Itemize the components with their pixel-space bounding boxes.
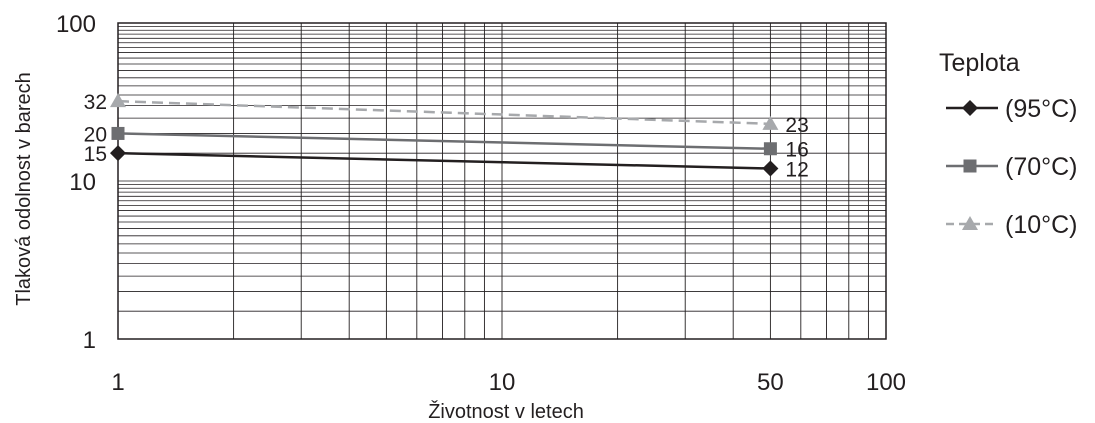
legend-item: (10°C) xyxy=(946,211,1078,239)
legend-item: (70°C) xyxy=(946,153,1078,181)
legend-item: (95°C) xyxy=(946,95,1078,123)
series-line xyxy=(117,132,771,150)
legend-items: (95°C) (70°C) (10°C) xyxy=(946,95,1078,239)
data-label: 15 xyxy=(84,143,107,166)
y-tick-label: 1 xyxy=(83,327,96,354)
y-tick-label: 10 xyxy=(69,169,96,196)
grid xyxy=(118,23,886,339)
data-point xyxy=(111,126,125,140)
legend: Teplota (95°C) (70°C) (10°C) xyxy=(939,49,1078,239)
legend-label: (10°C) xyxy=(1005,211,1078,239)
legend-marker xyxy=(962,216,978,230)
data-label: 12 xyxy=(785,158,808,181)
legend-label: (95°C) xyxy=(1005,95,1078,123)
legend-marker xyxy=(963,159,977,173)
data-point xyxy=(762,115,779,130)
x-tick-label: 50 xyxy=(757,369,784,396)
plot-frame xyxy=(117,22,887,340)
data-label: 23 xyxy=(785,114,808,137)
series-line xyxy=(117,151,771,170)
series-line xyxy=(117,99,771,126)
y-tick-label: 100 xyxy=(56,11,96,38)
data-label: 32 xyxy=(84,91,107,114)
x-axis-title: Životnost v letech xyxy=(428,400,584,423)
legend-title: Teplota xyxy=(939,49,1020,77)
x-tick-label: 10 xyxy=(489,369,516,396)
x-tick-label: 100 xyxy=(866,369,906,396)
data-label: 16 xyxy=(785,139,808,162)
data-point xyxy=(110,93,126,108)
series-2: 32 23 xyxy=(84,91,809,137)
data-point xyxy=(763,142,777,156)
data-label: 20 xyxy=(84,123,107,146)
legend-marker xyxy=(962,100,978,116)
data-point xyxy=(762,160,779,177)
x-tick-label: 1 xyxy=(111,369,124,396)
y-axis-title: Tlaková odolnost v barech xyxy=(13,72,35,305)
legend-label: (70°C) xyxy=(1005,153,1078,181)
ticks-layer: 1 10 50 100 1 10 100 xyxy=(56,11,906,396)
data-point xyxy=(110,145,126,162)
